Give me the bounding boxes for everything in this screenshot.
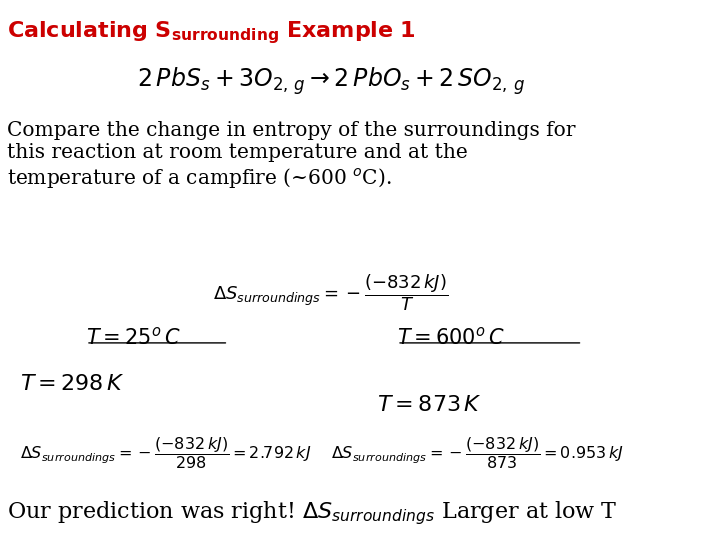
Text: $T = 873\,K$: $T = 873\,K$ bbox=[377, 394, 482, 416]
Text: $\bf{Calculating\ S_{surrounding}\ Example\ 1}$: $\bf{Calculating\ S_{surrounding}\ Examp… bbox=[6, 19, 415, 46]
Text: $\Delta S_{surroundings} = -\dfrac{(-832\,kJ)}{873} = 0.953\,kJ$: $\Delta S_{surroundings} = -\dfrac{(-832… bbox=[331, 435, 624, 471]
Text: $\Delta S_{surroundings} = -\dfrac{(-832\,kJ)}{T}$: $\Delta S_{surroundings} = -\dfrac{(-832… bbox=[213, 273, 449, 313]
Text: $T = 298\,K$: $T = 298\,K$ bbox=[20, 373, 125, 395]
Text: Our prediction was right! $\Delta S_{surroundings}$ Larger at low T: Our prediction was right! $\Delta S_{sur… bbox=[6, 500, 617, 527]
Text: Compare the change in entropy of the surroundings for
this reaction at room temp: Compare the change in entropy of the sur… bbox=[6, 122, 575, 190]
Text: $\Delta S_{surroundings} = -\dfrac{(-832\,kJ)}{298} = 2.792\,kJ$: $\Delta S_{surroundings} = -\dfrac{(-832… bbox=[20, 435, 311, 471]
Text: $T = 600^{o}\,C$: $T = 600^{o}\,C$ bbox=[397, 327, 505, 349]
Text: $T = 25^{o}\,C$: $T = 25^{o}\,C$ bbox=[86, 327, 181, 349]
Text: $2\,PbS_{s} + 3O_{2,\,g} \rightarrow 2\,PbO_{s} + 2\,SO_{2,\,g}$: $2\,PbS_{s} + 3O_{2,\,g} \rightarrow 2\,… bbox=[137, 65, 525, 97]
